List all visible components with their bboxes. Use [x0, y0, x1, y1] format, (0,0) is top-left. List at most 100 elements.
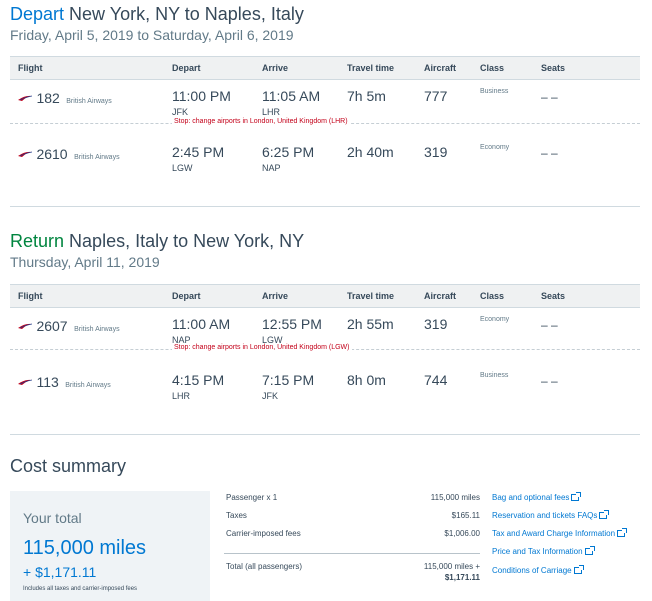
total-note: Includes all taxes and carrier-imposed f…	[23, 586, 138, 592]
stop-text: Stop: change airports in London, United …	[172, 344, 352, 351]
arrive-airport: LHR	[262, 107, 281, 117]
segment-row: 113 British Airways 4:15 PM LHR 7:15 PM …	[10, 368, 640, 408]
taxes-label: Taxes	[226, 511, 247, 520]
link-text: Tax and Award Charge Information	[492, 529, 616, 538]
your-total-label: Your total	[23, 510, 82, 526]
travel-time: 2h 40m	[347, 144, 394, 160]
carrier-fees-value: $1,006.00	[444, 529, 480, 538]
carrier-fees-label: Carrier-imposed fees	[226, 529, 301, 538]
aircraft: 744	[424, 372, 448, 388]
external-link-icon	[599, 510, 610, 519]
bag-fees-link[interactable]: Bag and optional fees	[492, 492, 582, 502]
total-cash: + $1,171.11	[23, 564, 97, 580]
flight-info: 2610 British Airways	[18, 146, 120, 164]
british-airways-logo-icon	[18, 323, 32, 329]
link-text: Conditions of Carriage	[492, 566, 572, 575]
flight-info: 182 British Airways	[18, 90, 112, 108]
header-travel-time: Travel time	[347, 291, 395, 301]
return-route: Naples, Italy to New York, NY	[69, 231, 305, 251]
header-aircraft: Aircraft	[424, 291, 457, 301]
total-label: Total (all passengers)	[226, 562, 303, 571]
depart-title: Depart New York, NY to Naples, Italy	[10, 4, 304, 25]
airline-name: British Airways	[66, 98, 112, 105]
return-prefix: Return	[10, 231, 65, 251]
cabin-class: Economy	[480, 316, 510, 323]
airline-name: British Airways	[74, 154, 120, 161]
header-arrive: Arrive	[262, 63, 289, 73]
header-class: Class	[480, 63, 505, 73]
header-arrive: Arrive	[262, 291, 289, 301]
section-divider	[10, 434, 640, 435]
british-airways-logo-icon	[18, 379, 32, 385]
depart-time: 11:00 PM	[172, 88, 231, 104]
depart-prefix: Depart	[10, 4, 65, 24]
arrive-time: 12:55 PM	[262, 316, 322, 332]
stop-text: Stop: change airports in London, United …	[172, 118, 350, 125]
airline-name: British Airways	[74, 326, 120, 333]
return-date: Thursday, April 11, 2019	[10, 254, 160, 270]
price-tax-info-link[interactable]: Price and Tax Information	[492, 546, 595, 556]
segment-row: 2607 British Airways 11:00 AM NAP 12:55 …	[10, 312, 640, 352]
british-airways-logo-icon	[18, 151, 32, 157]
depart-stop-notice: Stop: change airports in London, United …	[10, 118, 640, 128]
depart-airport: LGW	[172, 163, 193, 173]
link-text: Bag and optional fees	[492, 493, 570, 502]
seats: – –	[541, 374, 558, 388]
arrive-airport: NAP	[262, 163, 281, 173]
british-airways-logo-icon	[18, 95, 32, 101]
external-link-icon	[617, 528, 628, 537]
return-stop-notice: Stop: change airports in London, United …	[10, 344, 640, 354]
depart-time: 4:15 PM	[172, 372, 225, 388]
passenger-label: Passenger x 1	[226, 493, 278, 502]
aircraft: 319	[424, 144, 448, 160]
depart-airport: NAP	[172, 335, 191, 345]
your-total-panel: Your total 115,000 miles + $1,171.11 Inc…	[10, 491, 210, 601]
seats: – –	[541, 318, 558, 332]
flight-number: 2610	[36, 146, 68, 162]
header-aircraft: Aircraft	[424, 63, 457, 73]
conditions-of-carriage-link[interactable]: Conditions of Carriage	[492, 565, 584, 575]
total-miles-value: 115,000 miles +	[423, 562, 480, 571]
arrive-time: 7:15 PM	[262, 372, 315, 388]
header-seats: Seats	[541, 63, 566, 73]
depart-airport: LHR	[172, 391, 191, 401]
flight-number: 113	[36, 374, 59, 390]
flight-info: 2607 British Airways	[18, 318, 120, 336]
seats: – –	[541, 90, 558, 104]
total-cash-value: $1,171.11	[444, 573, 480, 582]
external-link-icon	[573, 565, 584, 574]
header-flight: Flight	[18, 63, 43, 73]
depart-table-header: Flight Depart Arrive Travel time Aircraf…	[10, 56, 640, 80]
flight-number: 2607	[36, 318, 68, 334]
travel-time: 8h 0m	[347, 372, 386, 388]
depart-time: 2:45 PM	[172, 144, 225, 160]
header-flight: Flight	[18, 291, 43, 301]
link-text: Price and Tax Information	[492, 547, 583, 556]
arrive-time: 11:05 AM	[262, 88, 321, 104]
external-link-icon	[584, 546, 595, 555]
arrive-airport: JFK	[262, 391, 279, 401]
total-miles: 115,000 miles	[23, 537, 147, 559]
aircraft: 777	[424, 88, 448, 104]
tax-award-info-link[interactable]: Tax and Award Charge Information	[492, 528, 628, 538]
arrive-airport: LGW	[262, 335, 283, 345]
reservation-faqs-link[interactable]: Reservation and tickets FAQs	[492, 510, 610, 520]
seats: – –	[541, 146, 558, 160]
airline-name: British Airways	[65, 382, 111, 389]
aircraft: 319	[424, 316, 448, 332]
header-depart: Depart	[172, 291, 201, 301]
header-travel-time: Travel time	[347, 63, 395, 73]
depart-route: New York, NY to Naples, Italy	[69, 4, 304, 24]
depart-airport: JFK	[172, 107, 189, 117]
segment-row: 182 British Airways 11:00 PM JFK 11:05 A…	[10, 84, 640, 124]
cabin-class: Business	[480, 372, 509, 379]
total-divider	[224, 553, 480, 554]
segment-row: 2610 British Airways 2:45 PM LGW 6:25 PM…	[10, 140, 640, 180]
travel-time: 7h 5m	[347, 88, 386, 104]
arrive-time: 6:25 PM	[262, 144, 315, 160]
taxes-value: $165.11	[451, 511, 480, 520]
external-link-icon	[571, 492, 582, 501]
header-depart: Depart	[172, 63, 201, 73]
header-seats: Seats	[541, 291, 566, 301]
cost-summary-title: Cost summary	[10, 456, 127, 476]
